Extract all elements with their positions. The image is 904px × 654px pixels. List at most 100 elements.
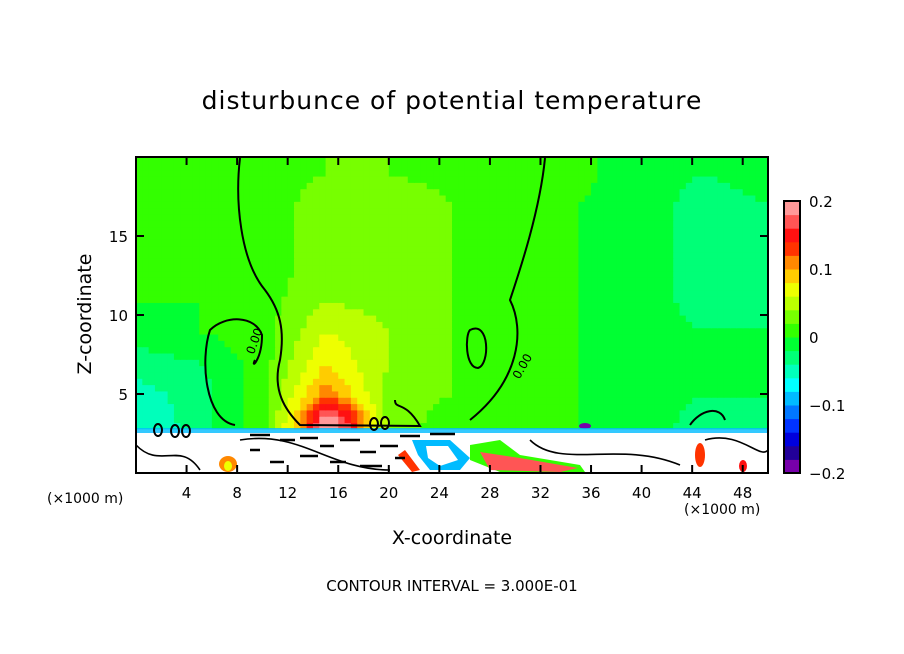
field-cell — [319, 239, 327, 247]
field-cell — [319, 365, 327, 373]
field-cell — [546, 346, 554, 354]
field-cell — [559, 277, 567, 284]
field-cell — [186, 378, 194, 386]
field-cell — [300, 333, 308, 341]
field-cell — [502, 308, 510, 316]
field-cell — [357, 270, 365, 278]
field-cell — [262, 188, 270, 196]
field-cell — [578, 245, 586, 253]
field-cell — [565, 296, 573, 303]
field-cell — [502, 270, 510, 278]
field-cell — [616, 232, 624, 240]
field-cell — [357, 182, 365, 190]
field-cell — [584, 239, 592, 247]
field-cell — [237, 321, 245, 329]
field-cell — [679, 163, 687, 171]
field-cell — [287, 327, 295, 335]
field-cell — [281, 188, 289, 196]
field-cell — [395, 397, 403, 405]
field-cell — [470, 327, 478, 335]
field-cell — [502, 302, 510, 310]
field-cell — [597, 182, 605, 190]
field-cell — [628, 194, 636, 202]
field-cell — [331, 182, 339, 190]
field-cell — [761, 213, 769, 221]
field-cell — [597, 232, 605, 240]
field-cell — [312, 258, 320, 266]
field-cell — [218, 289, 226, 297]
field-cell — [534, 207, 542, 215]
field-cell — [464, 321, 472, 329]
field-cell — [458, 188, 466, 196]
field-cell — [192, 390, 200, 398]
field-cell — [717, 270, 725, 278]
field-cell — [369, 264, 377, 272]
field-cell — [540, 264, 548, 272]
field-cell — [331, 220, 339, 228]
field-cell — [723, 182, 731, 190]
field-cell — [742, 403, 750, 411]
field-cell — [325, 365, 333, 373]
field-cell — [666, 352, 674, 360]
field-cell — [559, 169, 567, 177]
field-cell — [597, 226, 605, 234]
field-cell — [603, 371, 611, 379]
field-cell — [660, 365, 668, 373]
field-cell — [136, 258, 143, 266]
field-cell — [243, 289, 251, 297]
field-cell — [230, 384, 238, 392]
field-cell — [142, 194, 150, 202]
field-cell — [382, 346, 390, 354]
field-cell — [224, 340, 232, 348]
field-cell — [483, 315, 491, 322]
field-cell — [306, 163, 314, 171]
field-cell — [319, 403, 327, 411]
field-cell — [224, 390, 232, 398]
field-cell — [331, 239, 339, 247]
field-cell — [452, 270, 459, 278]
field-cell — [249, 403, 257, 411]
field-cell — [521, 207, 529, 215]
field-cell — [584, 258, 592, 266]
field-cell — [249, 182, 257, 190]
field-cell — [584, 321, 592, 329]
field-cell — [654, 251, 662, 259]
field-cell — [452, 258, 459, 266]
field-cell — [502, 289, 510, 297]
field-cell — [142, 296, 150, 303]
field-cell — [749, 169, 756, 177]
field-cell — [635, 327, 643, 335]
field-cell — [502, 245, 510, 253]
field-cell — [218, 270, 226, 278]
field-cell — [294, 365, 301, 373]
field-cell — [218, 175, 226, 183]
field-cell — [730, 213, 737, 221]
field-cell — [635, 384, 643, 392]
field-cell — [534, 416, 542, 424]
field-cell — [325, 283, 333, 291]
field-cell — [761, 321, 769, 329]
field-cell — [262, 346, 270, 354]
field-cell — [597, 201, 605, 209]
field-cell — [363, 327, 371, 335]
field-cell — [420, 409, 428, 417]
field-cell — [294, 384, 301, 392]
field-cell — [527, 201, 535, 209]
field-cell — [344, 352, 352, 360]
field-cell — [470, 315, 478, 322]
field-cell — [692, 315, 700, 322]
field-cell — [622, 277, 630, 284]
field-cell — [218, 359, 226, 367]
field-cell — [521, 340, 529, 348]
field-cell — [306, 169, 314, 177]
field-cell — [306, 384, 314, 392]
field-cell — [496, 321, 504, 329]
field-cell — [382, 321, 390, 329]
field-cell — [502, 213, 510, 221]
field-cell — [363, 258, 371, 266]
field-cell — [742, 397, 750, 405]
field-cell — [666, 365, 674, 373]
field-cell — [565, 346, 573, 354]
field-cell — [401, 409, 409, 417]
field-cell — [723, 232, 731, 240]
